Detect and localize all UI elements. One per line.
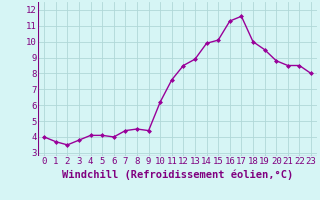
X-axis label: Windchill (Refroidissement éolien,°C): Windchill (Refroidissement éolien,°C) <box>62 169 293 180</box>
